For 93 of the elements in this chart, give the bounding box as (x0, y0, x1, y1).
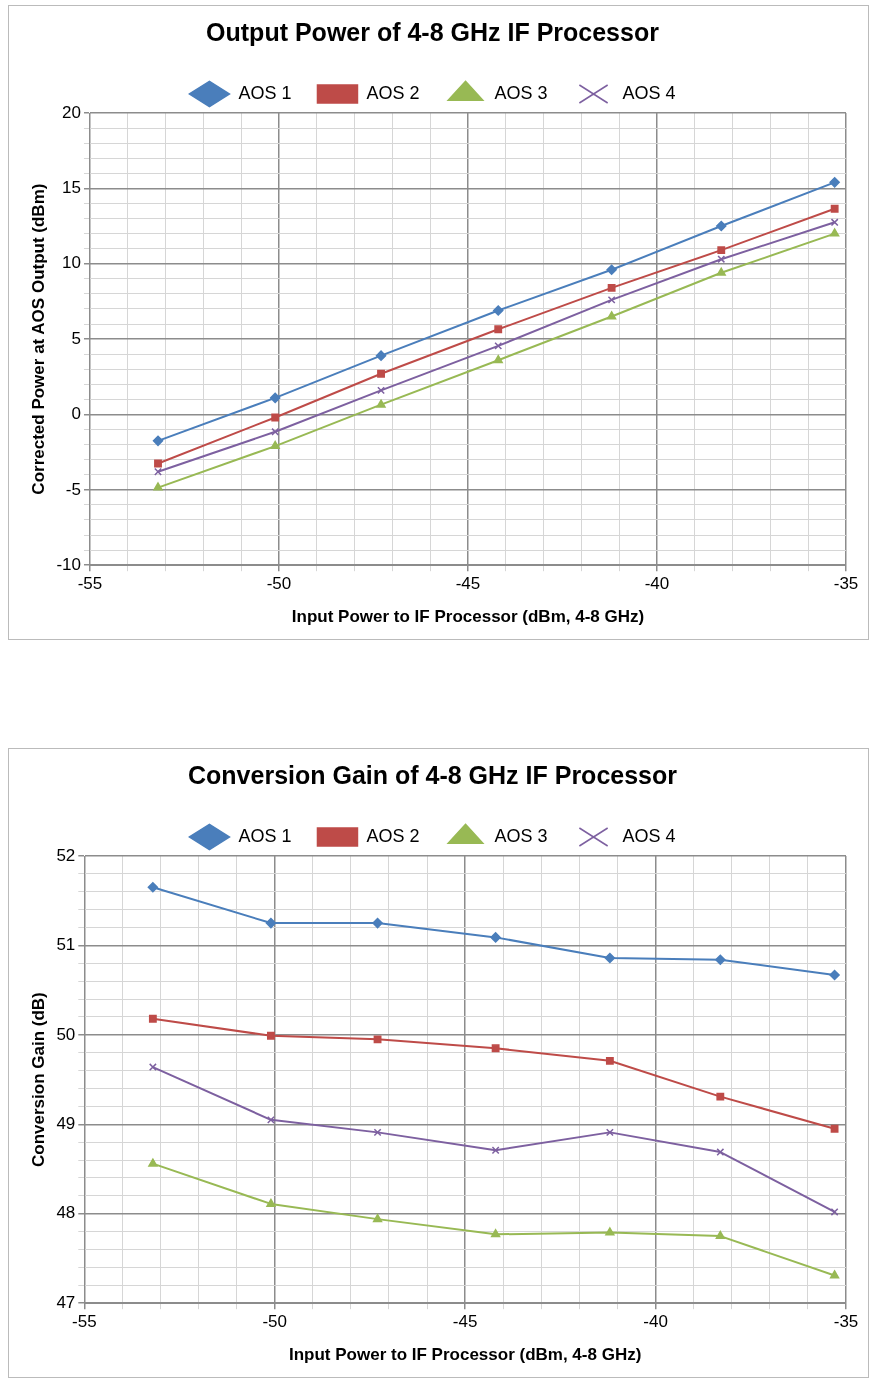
point (377, 386, 385, 395)
chart-title: Output Power of 4-8 GHz IF Processor (206, 17, 660, 46)
chart-title: Conversion Gain of 4-8 GHz IF Processor (187, 760, 678, 789)
point (605, 1227, 615, 1236)
x-axis-title: Input Power to IF Processor (dBm, 4-8 GHz) (291, 607, 645, 627)
y-axis-title: Corrected Power at AOS Output (dBm) (28, 183, 48, 495)
y-tick-label: 49 (56, 1114, 76, 1134)
point (271, 427, 280, 436)
legend-label: AOS 4 (622, 825, 676, 846)
point (715, 1230, 725, 1240)
y-tick-label: 52 (56, 845, 76, 865)
point (830, 228, 840, 237)
legend-label: AOS 1 (238, 825, 292, 846)
point (606, 264, 617, 276)
point (148, 1014, 157, 1023)
point (154, 459, 162, 468)
x-axis-title: Input Power to IF Processor (dBm, 4-8 GHz) (288, 1345, 642, 1365)
point (604, 952, 616, 964)
point (376, 399, 386, 408)
point (607, 283, 616, 292)
point (265, 917, 277, 929)
point (829, 177, 840, 188)
y-tick-label: -10 (56, 554, 81, 574)
x-tick-label: -35 (833, 574, 859, 594)
x-tick-label: -40 (643, 1312, 668, 1332)
legend-label: AOS 2 (366, 82, 420, 103)
point (153, 482, 163, 491)
y-tick-label: 48 (56, 1203, 76, 1223)
point (830, 218, 839, 227)
legend-label: AOS 1 (238, 82, 292, 103)
point (830, 1208, 839, 1216)
point (830, 1124, 839, 1133)
x-tick-label: -55 (72, 1312, 97, 1332)
y-tick-label: -5 (65, 479, 81, 499)
x-tick-label: -45 (452, 1312, 478, 1332)
y-tick-label: 47 (56, 1292, 76, 1312)
x-tick-label: -35 (833, 1312, 859, 1332)
point (147, 882, 159, 893)
x-tick-label: -50 (262, 1312, 288, 1332)
point (375, 350, 387, 361)
point (605, 1128, 614, 1137)
y-tick-label: 0 (71, 404, 81, 424)
point (717, 246, 726, 255)
point (373, 1128, 382, 1137)
point (373, 1035, 382, 1044)
point (493, 354, 503, 364)
y-tick-label: 5 (71, 328, 81, 348)
point (607, 295, 616, 304)
point (605, 1056, 614, 1065)
point (269, 392, 281, 404)
point (829, 1270, 840, 1279)
point (152, 435, 164, 447)
point (377, 369, 385, 378)
point (716, 267, 726, 276)
point (715, 954, 726, 965)
y-tick-label: 15 (62, 178, 81, 198)
y-tick-label: 10 (62, 253, 81, 273)
x-tick-label: -45 (455, 574, 481, 594)
point (266, 1198, 276, 1207)
point (270, 440, 280, 450)
point (494, 325, 503, 334)
point (372, 917, 383, 929)
y-tick-label: 51 (56, 935, 76, 955)
legend-label: AOS 2 (366, 825, 420, 846)
point (154, 467, 162, 476)
legend-label: AOS 3 (494, 825, 548, 846)
y-tick-label: 20 (62, 102, 81, 122)
point (716, 1092, 725, 1101)
x-tick-label: -50 (266, 574, 292, 594)
point (494, 341, 503, 350)
point (829, 969, 840, 981)
y-axis-title: Conversion Gain (dB) (28, 992, 48, 1167)
point (148, 1158, 158, 1167)
legend-label: AOS 3 (494, 82, 548, 103)
point (830, 204, 839, 213)
point (606, 311, 617, 320)
point (492, 305, 504, 316)
x-tick-label: -40 (644, 574, 670, 594)
point (490, 1229, 501, 1238)
point (271, 413, 280, 422)
point (148, 1063, 157, 1072)
x-tick-label: -55 (77, 574, 103, 594)
point (490, 932, 501, 943)
legend-label: AOS 4 (622, 82, 676, 103)
point (491, 1044, 500, 1053)
point (717, 255, 726, 264)
point (716, 1148, 725, 1156)
point (491, 1146, 500, 1155)
point (716, 220, 727, 232)
y-tick-label: 50 (56, 1024, 76, 1044)
point (372, 1213, 383, 1223)
point (266, 1115, 275, 1124)
point (266, 1031, 275, 1040)
